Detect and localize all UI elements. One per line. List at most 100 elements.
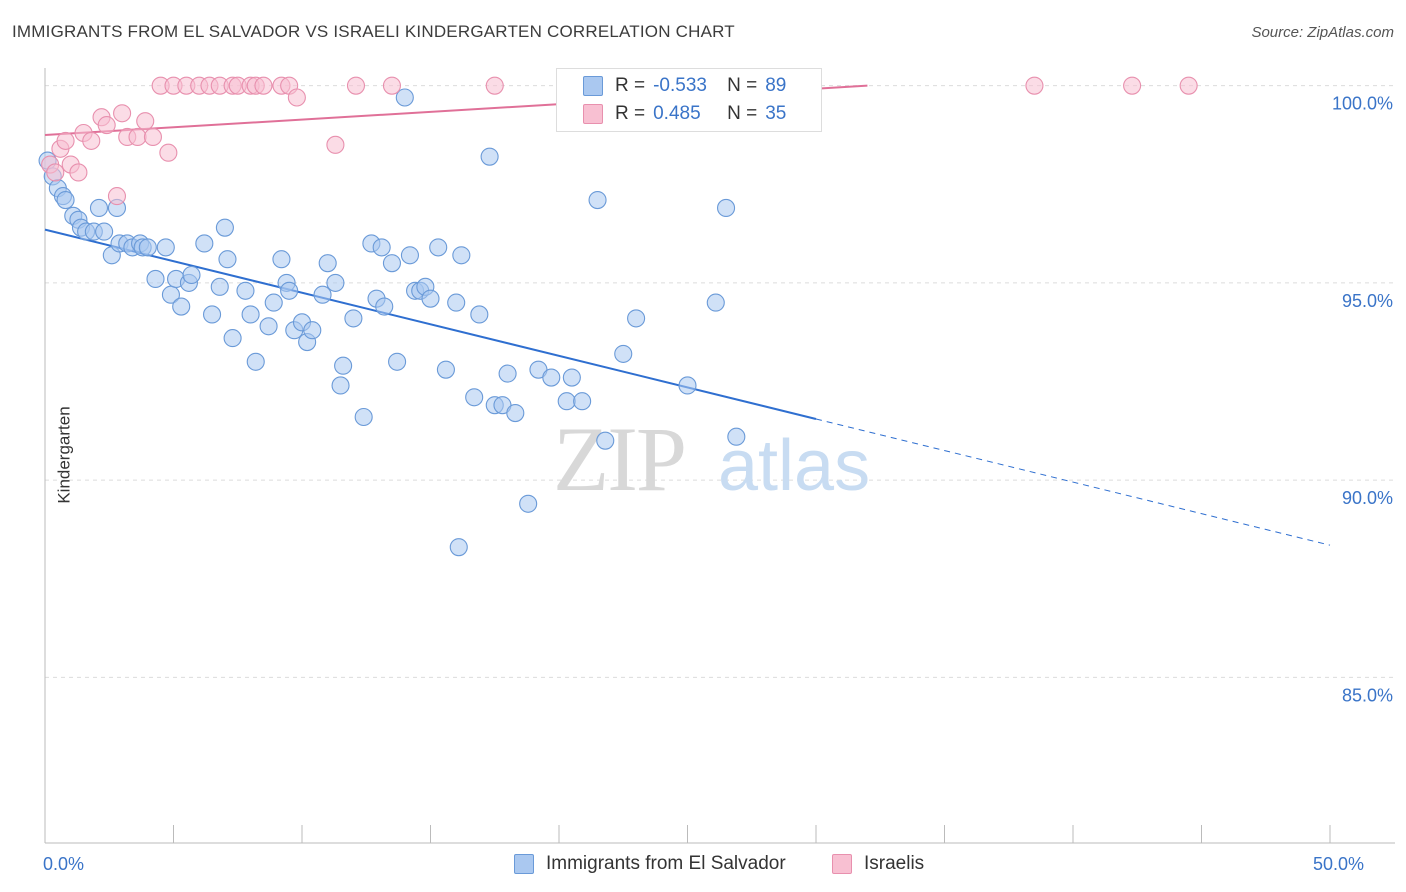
salvador-point bbox=[89, 198, 109, 217]
salvador-point bbox=[562, 368, 581, 387]
stats-legend: R = -0.533 N = 89 R = 0.485 N = 35 bbox=[556, 68, 822, 132]
legend-swatch-israelis bbox=[583, 104, 603, 124]
israelis-point bbox=[346, 76, 366, 95]
salvador-trendline-extension bbox=[815, 418, 1331, 546]
israelis-point bbox=[254, 76, 273, 95]
bottom-legend-label: Israelis bbox=[864, 853, 925, 874]
salvador-point bbox=[614, 344, 633, 363]
legend-r-label: R = bbox=[615, 75, 646, 96]
salvador-point bbox=[344, 309, 363, 328]
y-tick-label: 95.0% bbox=[1342, 291, 1393, 311]
salvador-point bbox=[280, 281, 299, 300]
israelis-point bbox=[326, 135, 345, 154]
salvador-point bbox=[156, 238, 175, 257]
salvador-point bbox=[436, 360, 455, 379]
trend-lines bbox=[44, 84, 1331, 546]
salvador-point bbox=[95, 222, 114, 241]
salvador-point bbox=[429, 238, 448, 257]
israelis-point bbox=[382, 76, 402, 95]
legend-n-value: 35 bbox=[765, 103, 787, 124]
salvador-point bbox=[182, 265, 201, 285]
salvador-point bbox=[447, 293, 466, 312]
israelis-point bbox=[82, 131, 101, 150]
salvador-point bbox=[272, 250, 291, 269]
salvador-point bbox=[506, 404, 525, 423]
salvador-point bbox=[452, 246, 471, 265]
chart-title: IMMIGRANTS FROM EL SALVADOR VS ISRAELI K… bbox=[12, 22, 735, 41]
israelis-point bbox=[1123, 76, 1142, 95]
israelis-point bbox=[287, 88, 306, 107]
israelis-point bbox=[97, 116, 116, 135]
salvador-point bbox=[56, 191, 75, 210]
y-tick-label: 100.0% bbox=[1332, 94, 1393, 114]
salvador-point bbox=[678, 376, 697, 395]
salvador-point bbox=[388, 352, 407, 371]
legend-n-value: 89 bbox=[765, 75, 787, 96]
israelis-point bbox=[128, 127, 147, 146]
salvador-point bbox=[395, 88, 414, 107]
israelis-point bbox=[143, 127, 162, 146]
salvador-point bbox=[596, 431, 615, 450]
salvador-point bbox=[627, 309, 646, 328]
salvador-point bbox=[236, 281, 255, 300]
y-tick-label: 90.0% bbox=[1342, 488, 1393, 508]
watermark-zip: ZIP bbox=[553, 408, 685, 510]
salvador-point bbox=[210, 277, 229, 296]
legend-r-value: 0.485 bbox=[653, 103, 701, 124]
legend-row-salvador: R = -0.533 N = 89 bbox=[583, 73, 786, 99]
israelis-point bbox=[485, 76, 504, 95]
israelis-point bbox=[107, 187, 127, 206]
salvador-point bbox=[195, 234, 214, 253]
salvador-point bbox=[421, 289, 440, 308]
salvador-point bbox=[573, 392, 592, 411]
israelis-point bbox=[56, 131, 75, 150]
salvador-point bbox=[318, 254, 337, 273]
salvador-point bbox=[480, 147, 499, 166]
israelis-point bbox=[159, 143, 178, 162]
israelis-point bbox=[69, 163, 88, 182]
salvador-point bbox=[706, 293, 725, 312]
legend-swatch-salvador bbox=[583, 76, 603, 96]
salvador-point bbox=[716, 198, 736, 217]
salvador-point bbox=[519, 494, 538, 513]
israelis-point bbox=[136, 112, 155, 131]
legend-n-label: N = bbox=[727, 103, 758, 124]
bottom-legend-swatch-israelis bbox=[832, 854, 852, 874]
source-label: Source: ZipAtlas.com bbox=[1251, 24, 1394, 41]
salvador-point bbox=[449, 538, 468, 557]
salvador-point bbox=[223, 329, 242, 348]
salvador-point bbox=[203, 305, 222, 324]
salvador-point bbox=[246, 352, 265, 371]
israelis-point bbox=[113, 104, 132, 123]
salvador-point bbox=[400, 246, 419, 265]
grid-lines bbox=[45, 85, 1395, 678]
israelis-point bbox=[46, 163, 65, 182]
salvador-point bbox=[215, 218, 234, 237]
salvador-point bbox=[259, 317, 278, 336]
x-tick-label: 0.0% bbox=[43, 854, 84, 874]
salvador-point bbox=[470, 305, 489, 324]
salvador-point bbox=[172, 297, 191, 316]
salvador-point bbox=[382, 254, 402, 273]
israelis-point bbox=[1025, 76, 1044, 95]
x-tick-label: 50.0% bbox=[1313, 854, 1364, 874]
salvador-point bbox=[588, 191, 607, 210]
tick-labels: 85.0% 90.0% 95.0% 100.0% 0.0% 50.0% bbox=[43, 94, 1393, 874]
salvador-point bbox=[334, 356, 353, 375]
salvador-point bbox=[372, 238, 391, 257]
data-points bbox=[38, 76, 1198, 557]
salvador-point bbox=[264, 293, 283, 312]
salvador-point bbox=[542, 368, 561, 387]
salvador-point bbox=[241, 305, 260, 324]
bottom-legend-salvador: Immigrants from El Salvador bbox=[514, 852, 786, 876]
axes bbox=[44, 68, 1395, 844]
salvador-point bbox=[138, 238, 157, 257]
israelis-point bbox=[1179, 76, 1198, 95]
legend-row-israelis: R = 0.485 N = 35 bbox=[583, 101, 786, 127]
legend-r-label: R = bbox=[615, 103, 646, 124]
salvador-point bbox=[498, 364, 517, 383]
salvador-point bbox=[303, 321, 322, 340]
salvador-point bbox=[331, 376, 350, 395]
bottom-legend-label: Immigrants from El Salvador bbox=[546, 853, 786, 874]
